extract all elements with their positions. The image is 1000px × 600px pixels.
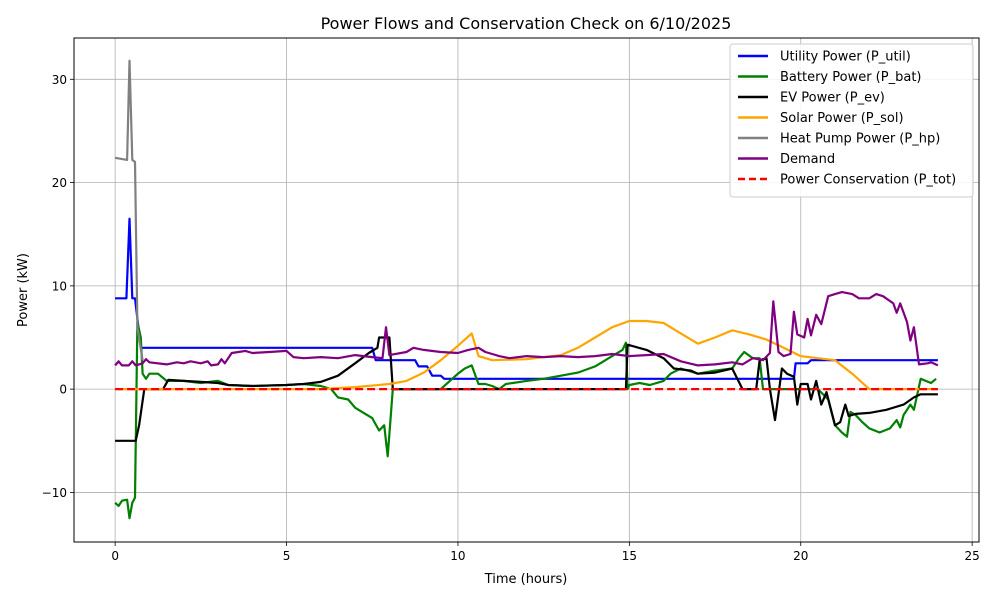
legend-label: Solar Power (P_sol) (780, 111, 904, 126)
series-lines (114, 59, 939, 520)
y-tick-label: 0 (59, 383, 67, 397)
x-tick-label: 20 (793, 549, 808, 563)
x-tick-label: 25 (965, 549, 980, 563)
plot-frame (73, 37, 980, 543)
y-axis-label: Power (kW) (16, 253, 31, 327)
x-tick-label: 5 (283, 549, 291, 563)
legend-label: EV Power (P_ev) (780, 91, 885, 106)
legend-box (729, 43, 974, 198)
series-line-6 (114, 291, 939, 367)
legend-label: Power Conservation (P_tot) (780, 173, 956, 188)
chart-title: Power Flows and Conservation Check on 6/… (321, 14, 732, 33)
x-tick-label: 0 (111, 549, 119, 563)
x-tick-label: 15 (622, 549, 637, 563)
axis-ticks: 0 5 10 15 20 25 −10 0 10 20 30 (42, 73, 980, 563)
legend-label: Utility Power (P_util) (780, 50, 911, 65)
legend-label: Battery Power (P_bat) (780, 70, 921, 85)
y-tick-label: 30 (52, 73, 67, 87)
legend-label: Heat Pump Power (P_hp) (780, 132, 940, 147)
series-line-1 (115, 217, 938, 380)
series-line-5 (114, 59, 144, 361)
legend-label: Demand (780, 152, 835, 167)
x-axis-label: Time (hours) (484, 572, 568, 587)
y-tick-label: 10 (52, 279, 67, 293)
series-line-3 (115, 336, 938, 442)
x-tick-label: 10 (450, 549, 465, 563)
series-line-4 (115, 319, 938, 391)
y-tick-label: −10 (42, 486, 67, 500)
y-tick-label: 20 (52, 176, 67, 190)
legend: Utility Power (P_util) Battery Power (P_b… (729, 43, 974, 198)
